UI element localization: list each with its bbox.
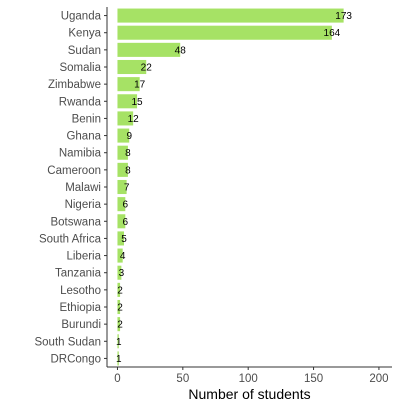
bar-benin xyxy=(117,111,134,126)
data-label-ethiopia: 2 xyxy=(117,303,123,314)
data-label-cameroon: 8 xyxy=(125,165,131,176)
y-tick-label-cameroon: Cameroon xyxy=(47,165,101,177)
data-label-benin: 12 xyxy=(128,114,140,125)
bar-uganda xyxy=(117,8,344,23)
bar-south-africa xyxy=(117,231,124,246)
y-tick-label-malawi: Malawi xyxy=(65,182,101,194)
bar-sudan xyxy=(117,42,181,57)
bar-tanzania xyxy=(117,265,122,280)
data-label-south-africa: 5 xyxy=(121,234,127,245)
x-axis-title: Number of students xyxy=(188,386,310,402)
data-label-burundi: 2 xyxy=(117,320,123,331)
bar-south-sudan xyxy=(117,334,119,349)
y-tick-label-zimbabwe: Zimbabwe xyxy=(48,79,101,91)
data-label-rwanda: 15 xyxy=(132,97,144,108)
data-label-liberia: 4 xyxy=(120,251,126,262)
x-tick-label: 100 xyxy=(239,373,258,385)
bar-liberia xyxy=(117,248,123,263)
x-ticks-group: 0 50 100 150 200 xyxy=(114,367,389,385)
data-label-drcongo: 1 xyxy=(116,354,122,365)
bar-botswana xyxy=(117,214,126,229)
y-tick-label-benin: Benin xyxy=(72,113,101,125)
x-tick-label: 200 xyxy=(369,373,388,385)
data-label-somalia: 22 xyxy=(141,63,153,74)
y-tick-label-lesotho: Lesotho xyxy=(60,285,101,297)
y-tick-label-nigeria: Nigeria xyxy=(65,199,102,211)
data-label-uganda: 173 xyxy=(335,11,352,22)
data-label-tanzania: 3 xyxy=(119,268,125,279)
data-label-ghana: 9 xyxy=(126,131,132,142)
data-label-botswana: 6 xyxy=(123,217,129,228)
data-label-kenya: 164 xyxy=(324,28,341,39)
bar-nigeria xyxy=(117,197,126,212)
y-tick-label-drcongo: DRCongo xyxy=(51,353,102,365)
y-tick-label-south-africa: South Africa xyxy=(39,233,102,245)
y-tick-label-uganda: Uganda xyxy=(61,11,102,23)
data-label-namibia: 8 xyxy=(125,148,131,159)
y-tick-label-botswana: Botswana xyxy=(50,216,101,228)
data-label-zimbabwe: 17 xyxy=(134,80,146,91)
x-tick-label: 150 xyxy=(304,373,323,385)
y-tick-label-ghana: Ghana xyxy=(66,131,101,143)
y-tick-label-kenya: Kenya xyxy=(68,28,101,40)
y-tick-label-rwanda: Rwanda xyxy=(59,96,102,108)
bar-lesotho xyxy=(117,282,121,297)
x-tick-label: 0 xyxy=(114,373,120,385)
data-label-sudan: 48 xyxy=(175,45,187,56)
x-tick-label: 50 xyxy=(176,373,189,385)
bar-kenya xyxy=(117,25,332,40)
data-label-malawi: 7 xyxy=(124,183,130,194)
data-label-lesotho: 2 xyxy=(117,285,123,296)
bars-group xyxy=(117,8,344,366)
bar-malawi xyxy=(117,179,127,195)
y-tick-label-ethiopia: Ethiopia xyxy=(59,302,101,314)
bar-somalia xyxy=(117,59,147,75)
bar-burundi xyxy=(117,317,121,332)
bar-cameroon xyxy=(117,162,128,177)
data-label-nigeria: 6 xyxy=(123,200,129,211)
y-tick-label-somalia: Somalia xyxy=(59,62,101,74)
y-tick-labels-group: Uganda Kenya Sudan Somalia Zimbabwe Rwanda Ben… xyxy=(34,11,107,365)
bar-rwanda xyxy=(117,94,138,109)
bar-namibia xyxy=(117,145,128,160)
y-tick-label-sudan: Sudan xyxy=(68,45,101,57)
y-tick-label-south-sudan: South Sudan xyxy=(34,336,101,348)
y-tick-label-namibia: Namibia xyxy=(59,148,102,160)
bar-drcongo xyxy=(117,351,119,366)
y-tick-label-burundi: Burundi xyxy=(61,319,101,331)
bar-ghana xyxy=(117,128,130,143)
data-label-south-sudan: 1 xyxy=(116,337,122,348)
bar-ethiopia xyxy=(117,299,121,315)
y-tick-label-liberia: Liberia xyxy=(66,251,101,263)
bar-zimbabwe xyxy=(117,77,140,92)
y-tick-label-tanzania: Tanzania xyxy=(55,268,102,280)
